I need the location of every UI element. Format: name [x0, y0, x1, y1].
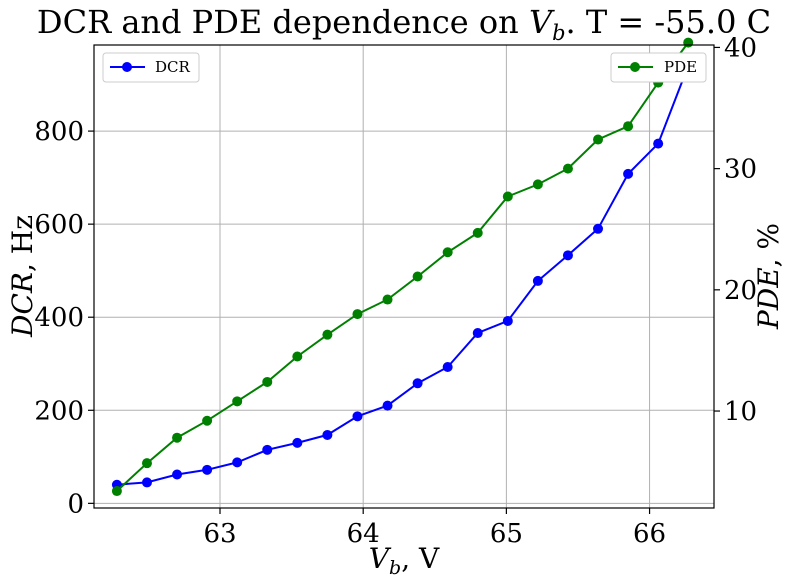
y-axis-label-right: PDE, %	[752, 223, 785, 330]
y-axis-label-left: DCR, Hz	[6, 215, 39, 338]
y-right-tick-label: 20	[724, 276, 757, 306]
y-right-tick-label: 30	[724, 155, 757, 185]
y-left-tick-label: 800	[34, 117, 84, 147]
legend-pde-label: PDE	[664, 58, 697, 76]
chart-title: DCR and PDE dependence on Vb. T = -55.0 …	[37, 3, 771, 45]
data-point-pde	[442, 247, 453, 258]
x-tick-label: 66	[633, 519, 666, 549]
y-left-tick-label: 200	[34, 396, 84, 426]
plot-frame	[93, 44, 715, 509]
data-point-dcr	[292, 437, 303, 448]
x-axis-label: Vb, V	[369, 542, 440, 579]
data-point-dcr	[262, 444, 273, 455]
legend-dcr: DCR	[102, 52, 200, 83]
data-point-pde	[292, 351, 303, 362]
legend-dcr-box	[102, 52, 200, 83]
y-left-tick-label: 0	[67, 489, 84, 519]
series-line-dcr	[116, 65, 690, 486]
data-point-pde	[141, 458, 152, 469]
data-point-pde	[352, 309, 363, 320]
data-point-pde	[623, 121, 634, 132]
data-point-dcr	[442, 362, 453, 373]
grid	[94, 45, 714, 508]
data-point-dcr	[202, 464, 213, 475]
ticks: 63 64 65 66 0 200 400 600 800 10 20 30 40	[34, 33, 757, 549]
legend-pde-marker	[630, 62, 640, 72]
data-point-pde	[502, 191, 513, 202]
x-tick-label: 63	[203, 519, 236, 549]
data-point-pde	[262, 376, 273, 387]
series-line-pde	[116, 41, 690, 492]
data-point-dcr	[232, 457, 243, 468]
data-point-pde	[172, 432, 183, 443]
data-point-dcr	[532, 275, 543, 286]
data-point-pde	[472, 227, 483, 238]
data-point-dcr	[322, 429, 333, 440]
data-point-dcr	[412, 378, 423, 389]
data-point-dcr	[593, 223, 604, 234]
legend-pde-box	[610, 52, 707, 83]
data-point-pde	[202, 415, 213, 426]
data-point-dcr	[653, 138, 664, 149]
legend-dcr-label: DCR	[155, 58, 191, 76]
x-tick-label: 64	[347, 519, 380, 549]
data-point-pde	[322, 329, 333, 340]
data-point-pde	[111, 486, 122, 497]
y-left-tick-label: 400	[34, 303, 84, 333]
y-right-tick-label: 40	[724, 33, 757, 63]
data-point-dcr	[472, 328, 483, 339]
series-layer	[111, 37, 694, 497]
data-point-dcr	[562, 250, 573, 261]
legend-dcr-marker	[122, 62, 132, 72]
data-point-pde	[593, 134, 604, 145]
data-point-pde	[232, 396, 243, 407]
data-point-pde	[412, 271, 423, 282]
data-point-pde	[562, 163, 573, 174]
data-point-dcr	[352, 411, 363, 422]
data-point-dcr	[141, 477, 152, 488]
data-point-dcr	[623, 168, 634, 179]
data-point-pde	[532, 179, 543, 190]
data-point-dcr	[172, 469, 183, 480]
data-point-pde	[382, 294, 393, 305]
y-left-tick-label: 600	[34, 210, 84, 240]
data-point-dcr	[382, 400, 393, 411]
x-tick-label: 65	[490, 519, 523, 549]
y-right-tick-label: 10	[724, 397, 757, 427]
data-point-dcr	[502, 315, 513, 326]
legend-pde: PDE	[610, 52, 707, 83]
